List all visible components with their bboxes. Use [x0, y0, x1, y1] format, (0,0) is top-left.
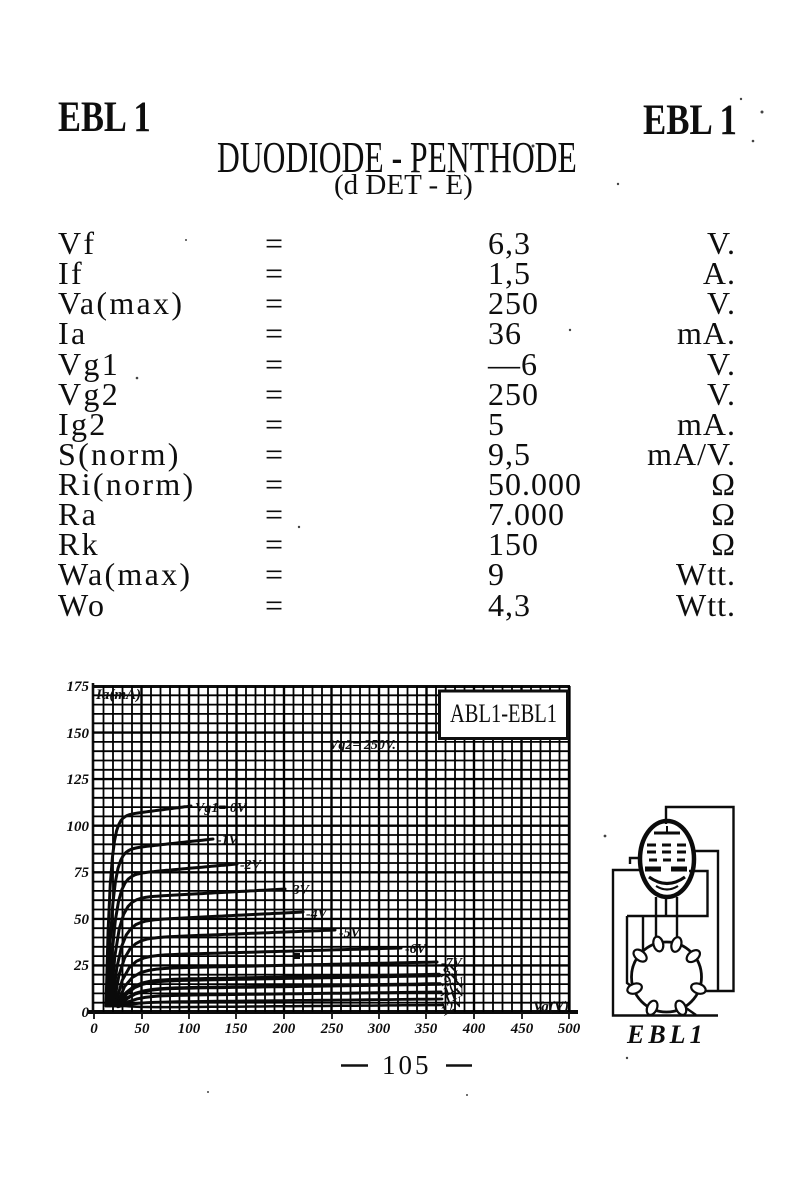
svg-text:EBL1: EBL1: [626, 1020, 707, 1049]
svg-text:350: 350: [414, 1021, 438, 1037]
svg-text:-5V: -5V: [339, 926, 362, 941]
svg-text:25: 25: [73, 958, 90, 974]
svg-text:125: 125: [67, 772, 90, 788]
svg-text:400: 400: [462, 1021, 486, 1037]
svg-text:175: 175: [67, 679, 90, 695]
svg-text:300: 300: [367, 1021, 391, 1037]
svg-text:Vg2= 250V.: Vg2= 250V.: [329, 738, 396, 753]
svg-text:100: 100: [67, 819, 90, 835]
svg-text:500: 500: [558, 1021, 581, 1037]
svg-text:-7V: -7V: [441, 956, 464, 971]
svg-text:0: 0: [82, 1005, 90, 1021]
svg-text:-6V: -6V: [405, 942, 428, 957]
svg-text:Vg1= 0V: Vg1= 0V: [195, 801, 248, 816]
svg-text:200: 200: [272, 1021, 296, 1037]
svg-text:50: 50: [135, 1021, 151, 1037]
svg-text:50: 50: [74, 912, 90, 928]
svg-text:-4V: -4V: [306, 907, 329, 922]
svg-text:150: 150: [225, 1021, 248, 1037]
svg-text:ABL1-EBL1: ABL1-EBL1: [450, 699, 557, 728]
svg-text:100: 100: [178, 1021, 201, 1037]
svg-text:150: 150: [67, 726, 90, 742]
svg-text:75: 75: [74, 865, 90, 881]
svg-text:250: 250: [320, 1021, 344, 1037]
svg-text:105: 105: [382, 1050, 432, 1080]
svg-text:-3V: -3V: [288, 883, 311, 898]
svg-text:450: 450: [510, 1021, 534, 1037]
svg-text:0: 0: [90, 1021, 98, 1037]
svg-text:Ia(mA): Ia(mA): [95, 687, 141, 703]
svg-text:-1V: -1V: [217, 833, 240, 848]
svg-text:-2V: -2V: [240, 858, 263, 873]
svg-text:Va(V): Va(V): [533, 999, 569, 1015]
